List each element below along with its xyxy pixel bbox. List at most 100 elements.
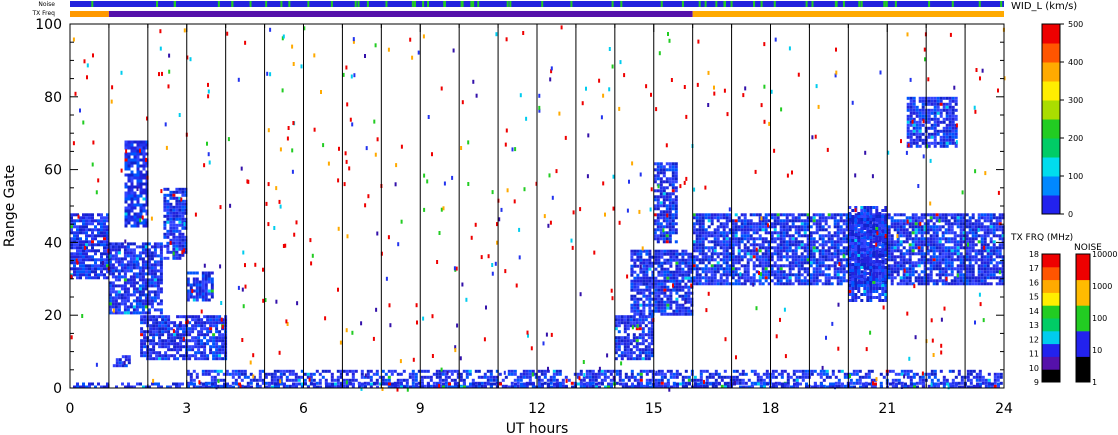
echo-pixel (669, 300, 673, 304)
echo-pixel (645, 279, 649, 283)
echo-pixel (809, 252, 813, 256)
echo-pixel (129, 284, 133, 288)
echo-pixel (716, 252, 720, 256)
echo-pixel (719, 258, 723, 262)
echo-pixel (70, 228, 73, 232)
echo-pixel (402, 369, 406, 373)
echo-pixel (980, 282, 984, 286)
echo-pixel (836, 243, 840, 247)
echo-pixel (890, 255, 894, 259)
echo-pixel (947, 222, 951, 226)
echo-pixel (111, 284, 115, 288)
echo-pixel (178, 244, 182, 248)
echo-pixel (911, 213, 915, 217)
echo-pixel (936, 108, 940, 112)
echo-pixel (638, 333, 642, 337)
echo-pixel (100, 234, 103, 238)
echo-pixel (848, 258, 852, 262)
echo-pixel (654, 300, 658, 304)
echo-pixel (136, 149, 140, 153)
echo-pixel (899, 225, 903, 229)
echo-pixel (923, 216, 927, 220)
echo-pixel (139, 221, 143, 225)
echo-pixel (959, 279, 963, 283)
echo-pixel (674, 195, 678, 199)
echo-pixel (158, 357, 162, 361)
echo-pixel (803, 231, 807, 235)
echo-pixel (935, 216, 939, 220)
echo-pixel (890, 219, 894, 223)
echo-pixel (776, 282, 780, 286)
echo-pixel (971, 243, 975, 247)
echo-pixel (890, 216, 894, 220)
echo-pixel (176, 357, 180, 361)
echo-pixel (144, 287, 148, 291)
echo-pixel (123, 275, 127, 279)
echo-pixel (100, 261, 103, 265)
echo-pixel (983, 267, 987, 271)
echo-pixel (111, 272, 115, 276)
echo-pixel (863, 206, 867, 209)
echo-pixel (782, 234, 786, 238)
echo-pixel (82, 240, 85, 244)
echo-pixel (654, 252, 658, 256)
echo-pixel (630, 285, 634, 289)
echo-pixel (945, 141, 949, 145)
echo-pixel (639, 255, 643, 259)
echo-pixel (172, 229, 176, 233)
echo-pixel (656, 225, 660, 229)
echo-pixel (178, 196, 182, 200)
echo-pixel (103, 261, 106, 265)
echo-pixel (863, 231, 867, 235)
echo-pixel (641, 348, 645, 352)
echo-pixel (420, 369, 424, 373)
echo-pixel (956, 213, 960, 217)
echo-pixel (797, 255, 801, 259)
echo-pixel (939, 111, 943, 115)
echo-pixel (788, 255, 792, 259)
echo-pixel (167, 345, 171, 349)
echo-pixel (948, 132, 952, 136)
echo-pixel (806, 282, 810, 286)
echo-pixel (318, 378, 322, 382)
echo-pixel (902, 261, 906, 265)
echo-pixel (950, 216, 954, 220)
echo-pixel (818, 255, 822, 259)
echo-pixel (938, 225, 942, 229)
echo-pixel (195, 277, 199, 281)
echo-pixel (136, 155, 140, 159)
echo-pixel (939, 99, 943, 103)
echo-pixel (142, 206, 146, 210)
echo-pixel (136, 218, 140, 222)
echo-pixel (88, 219, 91, 223)
echo-pixel (687, 276, 691, 280)
echo-pixel (776, 243, 780, 247)
echo-pixel (794, 228, 798, 232)
echo-pixel (684, 258, 688, 262)
echo-pixel (842, 231, 846, 235)
echo-pixel (983, 231, 987, 235)
echo-pixel (968, 249, 972, 253)
echo-pixel (176, 351, 180, 355)
echo-pixel (983, 237, 987, 241)
echo-pixel (713, 279, 717, 283)
echo-pixel (692, 249, 696, 253)
echo-pixel (827, 225, 831, 229)
echo-pixel (639, 270, 643, 274)
echo-pixel (70, 258, 73, 262)
echo-pixel (842, 219, 846, 223)
echo-pixel (815, 267, 819, 271)
echo-pixel (620, 354, 624, 358)
echo-pixel (184, 211, 188, 215)
echo-pixel (893, 258, 897, 262)
echo-pixel (954, 132, 958, 136)
echo-pixel (950, 237, 954, 241)
echo-pixel (716, 240, 720, 244)
echo-pixel (923, 264, 927, 268)
echo-pixel (111, 305, 115, 309)
echo-pixel (872, 281, 876, 284)
echo-pixel (656, 234, 660, 238)
echo-pixel (1001, 282, 1005, 286)
echo-pixel (959, 267, 963, 271)
echo-pixel (207, 271, 211, 275)
